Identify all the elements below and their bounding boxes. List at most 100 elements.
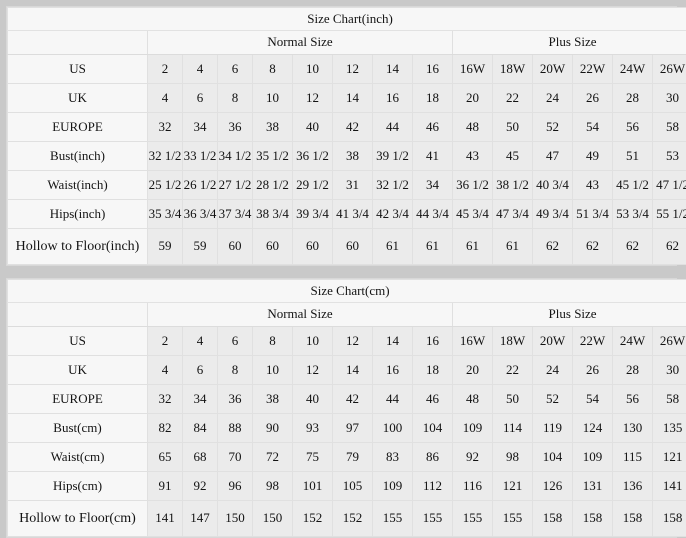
data-cell: 24W bbox=[613, 55, 653, 84]
data-cell: 31 bbox=[333, 171, 373, 200]
data-cell: 14 bbox=[333, 84, 373, 113]
row-label: Bust(inch) bbox=[8, 142, 148, 171]
title-row: Size Chart(inch) bbox=[8, 8, 686, 31]
data-cell: 4 bbox=[183, 55, 218, 84]
data-cell: 36 3/4 bbox=[183, 200, 218, 229]
data-cell: 130 bbox=[613, 414, 653, 443]
data-cell: 26 bbox=[573, 84, 613, 113]
data-cell: 53 bbox=[653, 142, 686, 171]
data-cell: 52 bbox=[533, 385, 573, 414]
data-cell: 34 1/2 bbox=[218, 142, 253, 171]
data-cell: 22W bbox=[573, 55, 613, 84]
group-header-corner bbox=[8, 303, 148, 327]
data-cell: 105 bbox=[333, 472, 373, 501]
row-label: Hips(cm) bbox=[8, 472, 148, 501]
data-cell: 155 bbox=[373, 501, 413, 537]
data-cell: 41 bbox=[413, 142, 453, 171]
data-cell: 4 bbox=[183, 327, 218, 356]
data-cell: 136 bbox=[613, 472, 653, 501]
data-cell: 52 bbox=[533, 113, 573, 142]
data-cell: 29 1/2 bbox=[293, 171, 333, 200]
data-cell: 155 bbox=[413, 501, 453, 537]
data-cell: 49 bbox=[573, 142, 613, 171]
data-cell: 47 3/4 bbox=[493, 200, 533, 229]
data-cell: 36 1/2 bbox=[453, 171, 493, 200]
data-cell: 10 bbox=[253, 84, 293, 113]
data-cell: 10 bbox=[293, 327, 333, 356]
data-cell: 22 bbox=[493, 84, 533, 113]
data-cell: 14 bbox=[373, 327, 413, 356]
data-cell: 20 bbox=[453, 84, 493, 113]
data-cell: 32 bbox=[148, 113, 183, 142]
data-cell: 8 bbox=[253, 327, 293, 356]
data-cell: 2 bbox=[148, 55, 183, 84]
data-cell: 150 bbox=[253, 501, 293, 537]
data-cell: 158 bbox=[573, 501, 613, 537]
title-row: Size Chart(cm) bbox=[8, 280, 686, 303]
data-cell: 92 bbox=[453, 443, 493, 472]
row-label: EUROPE bbox=[8, 113, 148, 142]
data-cell: 42 bbox=[333, 113, 373, 142]
data-cell: 61 bbox=[493, 229, 533, 265]
data-cell: 98 bbox=[493, 443, 533, 472]
data-cell: 70 bbox=[218, 443, 253, 472]
data-cell: 152 bbox=[293, 501, 333, 537]
row-label: Hollow to Floor(inch) bbox=[8, 229, 148, 265]
data-cell: 46 bbox=[413, 113, 453, 142]
group-header-plus-size: Plus Size bbox=[453, 303, 686, 327]
data-cell: 112 bbox=[413, 472, 453, 501]
data-cell: 61 bbox=[413, 229, 453, 265]
data-cell: 8 bbox=[253, 55, 293, 84]
row-label: Bust(cm) bbox=[8, 414, 148, 443]
data-cell: 56 bbox=[613, 113, 653, 142]
data-cell: 26W bbox=[653, 55, 686, 84]
data-cell: 35 1/2 bbox=[253, 142, 293, 171]
data-cell: 6 bbox=[218, 55, 253, 84]
data-cell: 60 bbox=[218, 229, 253, 265]
data-cell: 42 3/4 bbox=[373, 200, 413, 229]
row-label: Hips(inch) bbox=[8, 200, 148, 229]
data-cell: 54 bbox=[573, 385, 613, 414]
data-cell: 20W bbox=[533, 327, 573, 356]
data-cell: 36 bbox=[218, 385, 253, 414]
data-cell: 61 bbox=[373, 229, 413, 265]
data-cell: 91 bbox=[148, 472, 183, 501]
data-cell: 119 bbox=[533, 414, 573, 443]
data-cell: 27 1/2 bbox=[218, 171, 253, 200]
data-cell: 34 bbox=[183, 113, 218, 142]
data-cell: 62 bbox=[533, 229, 573, 265]
data-cell: 98 bbox=[253, 472, 293, 501]
data-cell: 150 bbox=[218, 501, 253, 537]
data-cell: 104 bbox=[533, 443, 573, 472]
data-cell: 37 3/4 bbox=[218, 200, 253, 229]
data-cell: 43 bbox=[453, 142, 493, 171]
data-cell: 45 1/2 bbox=[613, 171, 653, 200]
data-cell: 12 bbox=[293, 84, 333, 113]
data-cell: 20W bbox=[533, 55, 573, 84]
row-label: UK bbox=[8, 84, 148, 113]
data-cell: 51 3/4 bbox=[573, 200, 613, 229]
data-cell: 88 bbox=[218, 414, 253, 443]
data-cell: 40 3/4 bbox=[533, 171, 573, 200]
row-label: EUROPE bbox=[8, 385, 148, 414]
data-cell: 126 bbox=[533, 472, 573, 501]
data-cell: 82 bbox=[148, 414, 183, 443]
data-cell: 90 bbox=[253, 414, 293, 443]
data-cell: 4 bbox=[148, 356, 183, 385]
data-cell: 101 bbox=[293, 472, 333, 501]
data-cell: 26W bbox=[653, 327, 686, 356]
data-cell: 93 bbox=[293, 414, 333, 443]
data-cell: 55 1/2 bbox=[653, 200, 686, 229]
data-cell: 124 bbox=[573, 414, 613, 443]
data-cell: 48 bbox=[453, 113, 493, 142]
data-cell: 92 bbox=[183, 472, 218, 501]
data-cell: 49 3/4 bbox=[533, 200, 573, 229]
data-cell: 38 bbox=[253, 113, 293, 142]
data-cell: 18W bbox=[493, 55, 533, 84]
